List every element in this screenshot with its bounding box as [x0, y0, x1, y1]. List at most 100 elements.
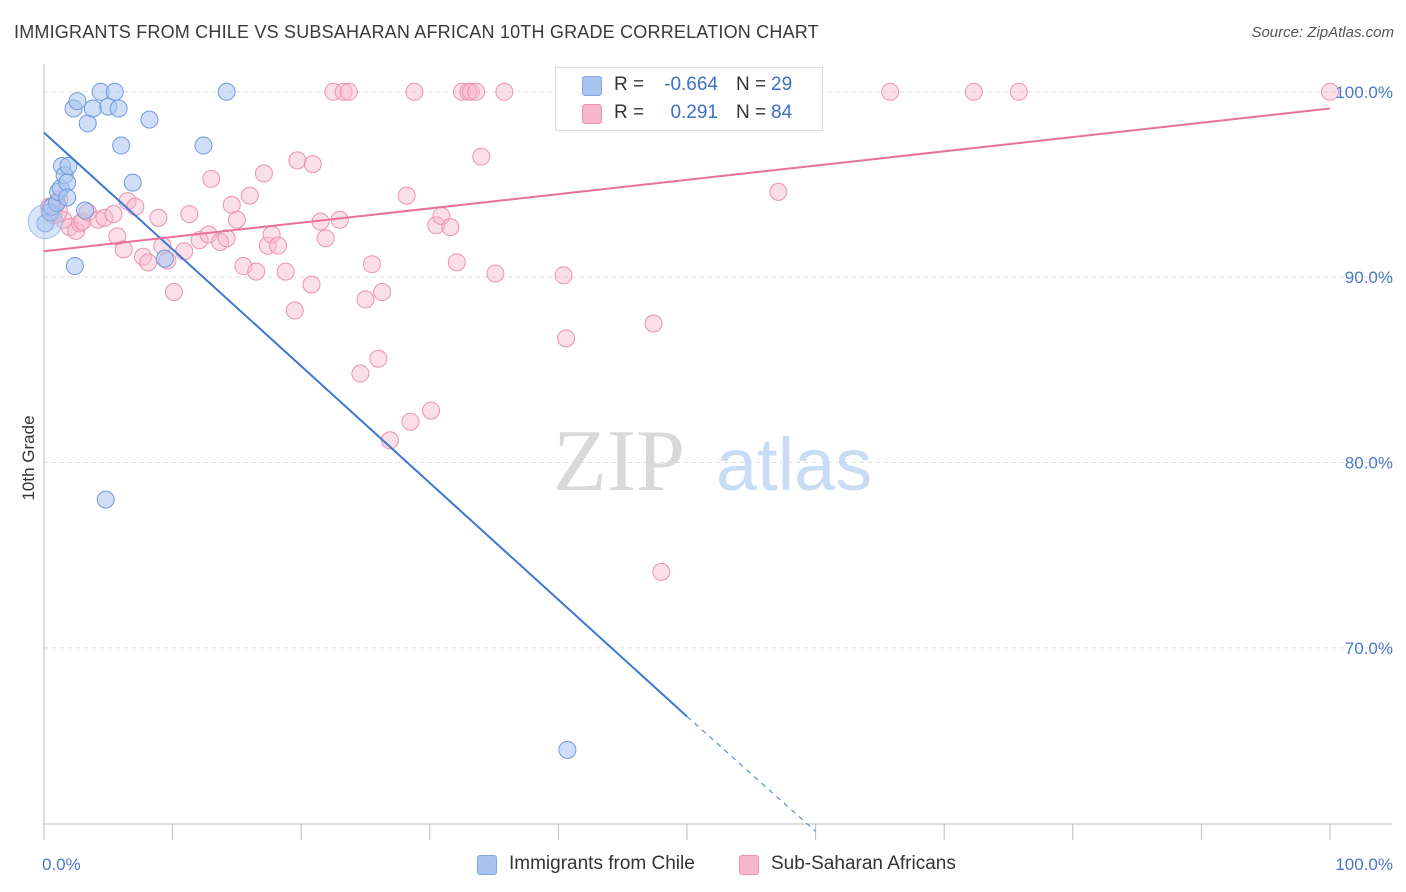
sub-saharan-trend-line: [43, 107, 1331, 253]
series-chile-points: [27, 82, 577, 759]
legend-r-value: 0.291: [670, 102, 718, 123]
legend-swatch-chile: [477, 855, 497, 875]
legend-row-sub-saharan: R = 0.291 N = 84: [556, 100, 822, 128]
watermark: ZIP atlas: [553, 413, 872, 510]
chile-point: [58, 188, 77, 207]
legend-r-label: R =: [614, 102, 645, 123]
chile-point: [558, 740, 577, 759]
sub-saharan-point: [285, 301, 304, 320]
chile-point: [194, 136, 213, 155]
sub-saharan-point: [362, 255, 381, 274]
sub-saharan-point: [316, 229, 335, 248]
chile-point: [112, 136, 131, 155]
sub-saharan-point: [461, 82, 480, 101]
chile-point: [109, 99, 128, 118]
sub-saharan-point: [339, 82, 358, 101]
y-tick-label: 80.0%: [1345, 454, 1393, 473]
legend-n-label: N =: [736, 102, 767, 123]
sub-saharan-point: [769, 182, 788, 201]
sub-saharan-point: [202, 169, 221, 188]
chile-point: [217, 82, 236, 101]
sub-saharan-point: [164, 283, 183, 301]
axes: [43, 64, 1392, 840]
legend-n-value: 29: [771, 74, 793, 95]
gridlines: [44, 91, 1392, 649]
sub-saharan-point: [276, 262, 295, 281]
sub-saharan-point: [324, 82, 343, 101]
stats-legend: R = -0.664 N = 29 R = 0.291 N = 84: [555, 67, 823, 131]
chile-trend-extension: [686, 716, 816, 832]
series-legend: Immigrants from Chile Sub-Saharan Africa…: [0, 852, 1406, 878]
chile-point: [155, 249, 174, 268]
sub-saharan-point: [134, 247, 153, 266]
sub-saharan-point: [1321, 82, 1339, 101]
sub-saharan-point: [644, 314, 663, 333]
sub-saharan-point: [114, 240, 133, 259]
sub-saharan-point: [180, 205, 199, 224]
sub-saharan-point: [302, 275, 321, 294]
sub-saharan-point: [405, 82, 424, 101]
sub-saharan-point: [964, 82, 983, 101]
sub-saharan-point: [447, 253, 466, 272]
x-tick-label: 0.0%: [42, 855, 81, 874]
watermark-zip: ZIP: [553, 413, 685, 510]
sub-saharan-point: [441, 218, 460, 237]
x-tick-label: 100.0%: [1335, 855, 1393, 874]
y-tick-label: 90.0%: [1345, 268, 1393, 287]
sub-saharan-point: [149, 208, 168, 227]
sub-saharan-point: [495, 82, 514, 101]
chile-trend-line: [43, 131, 688, 718]
sub-saharan-point: [104, 205, 123, 224]
sub-saharan-point: [452, 82, 471, 101]
sub-saharan-point: [401, 412, 420, 431]
legend-label-chile: Immigrants from Chile: [509, 853, 695, 874]
sub-saharan-point: [486, 264, 505, 283]
chart-title: IMMIGRANTS FROM CHILE VS SUBSAHARAN AFRI…: [14, 22, 819, 42]
sub-saharan-point: [190, 231, 209, 250]
sub-saharan-point: [247, 262, 266, 281]
sub-saharan-point: [427, 216, 446, 235]
legend-swatch-sub-saharan: [739, 855, 759, 875]
y-tick-label: 100.0%: [1335, 83, 1393, 102]
sub-saharan-point: [557, 329, 576, 348]
sub-saharan-point: [254, 164, 273, 183]
y-axis-title: 10th Grade: [19, 415, 38, 500]
legend-row-chile: R = -0.664 N = 29: [556, 72, 822, 100]
chile-point: [59, 156, 78, 175]
legend-swatch-sub-saharan: [582, 104, 602, 124]
source-credit: Source: ZipAtlas.com: [1251, 24, 1394, 41]
watermark-atlas: atlas: [716, 423, 872, 506]
trend-lines: [43, 107, 1331, 832]
sub-saharan-point: [269, 236, 288, 255]
chile-point: [83, 99, 102, 118]
sub-saharan-point: [373, 283, 392, 301]
y-tick-label: 70.0%: [1345, 639, 1393, 658]
sub-saharan-point: [472, 147, 491, 166]
legend-r-value: -0.664: [664, 74, 718, 95]
chile-point: [105, 82, 124, 101]
axis-labels: 100.0% 90.0% 80.0% 70.0% 0.0% 100.0% 10th Grad…: [19, 83, 1393, 874]
sub-saharan-point: [422, 401, 441, 420]
sub-saharan-point: [95, 208, 114, 227]
chile-point: [140, 110, 159, 129]
sub-saharan-point: [881, 82, 900, 101]
chile-point: [96, 490, 115, 509]
legend-n-value: 84: [771, 102, 793, 123]
sub-saharan-point: [227, 210, 246, 229]
sub-saharan-point: [175, 242, 194, 261]
chile-point: [68, 92, 87, 111]
sub-saharan-point: [334, 82, 353, 101]
series-sub-saharan-points: [40, 82, 1339, 581]
sub-saharan-point: [397, 186, 416, 205]
legend-n-label: N =: [736, 74, 767, 95]
sub-saharan-point: [126, 197, 145, 216]
sub-saharan-point: [351, 364, 370, 383]
sub-saharan-point: [356, 290, 375, 309]
legend-swatch-chile: [582, 76, 602, 96]
sub-saharan-point: [288, 151, 307, 170]
sub-saharan-point: [139, 253, 158, 272]
chile-point: [123, 173, 142, 192]
sub-saharan-point: [554, 266, 573, 285]
sub-saharan-point: [217, 229, 236, 248]
